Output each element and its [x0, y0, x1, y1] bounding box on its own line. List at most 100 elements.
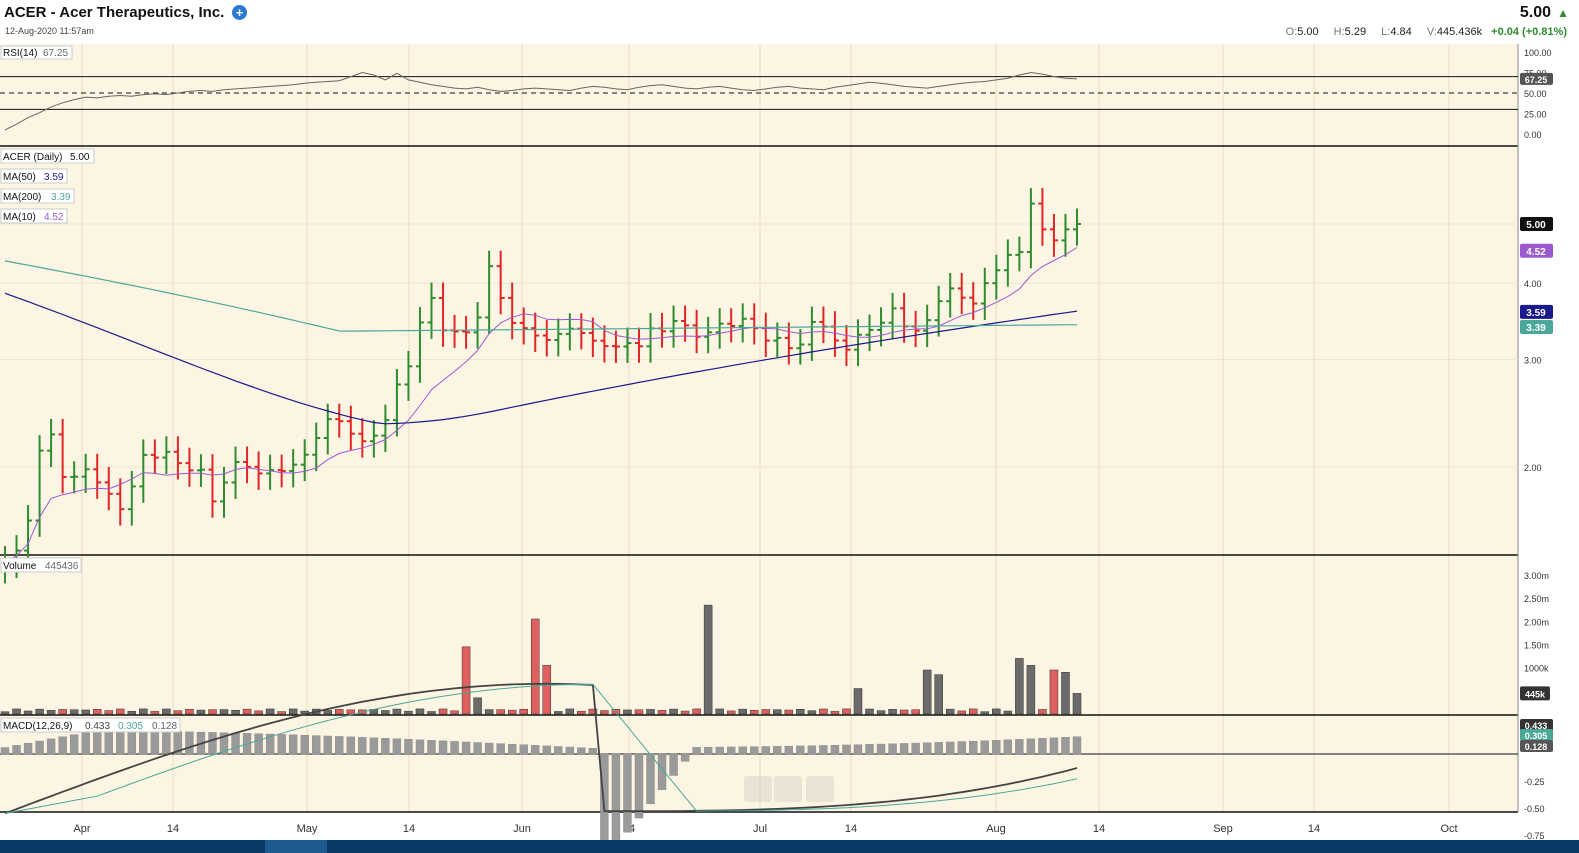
macd-hist-bar: [208, 732, 217, 755]
macd-hist-bar: [773, 746, 782, 755]
volume-bar: [1015, 658, 1024, 715]
stock-chart[interactable]: Apr14May14Jun14Jul14Aug14Sep14Oct100.007…: [0, 42, 1579, 840]
macd-marker-label: 0.305: [1525, 731, 1548, 741]
volume-bars: [0, 604, 1082, 715]
volume-bar: [277, 711, 286, 715]
volume-bar: [1003, 710, 1013, 715]
chart-header: ACER - Acer Therapeutics, Inc. + 12-Aug-…: [0, 0, 1579, 42]
volume-bar: [346, 709, 356, 715]
macd-hist-bar: [473, 742, 482, 755]
indicator-value: 3.59: [44, 172, 64, 183]
volume-bar: [899, 709, 909, 715]
macd-hist-bar: [969, 740, 978, 755]
volume-bar: [450, 710, 459, 715]
macd-histogram: [0, 730, 1082, 840]
macd-hist-bar: [957, 741, 966, 755]
volume-bar: [1049, 669, 1059, 715]
volume-tick-label: 2.50m: [1524, 594, 1549, 604]
price-marker: [1520, 304, 1553, 319]
volume-bar: [196, 709, 206, 715]
x-tick-label: Jun: [513, 823, 531, 835]
volume-bar: [577, 710, 586, 715]
indicator-name: MA(10): [3, 212, 36, 223]
indicator-value: 3.39: [51, 192, 71, 203]
macd-hist-bar: [922, 742, 932, 755]
macd-hist-bar: [577, 747, 586, 755]
macd-value: 0.433: [85, 721, 110, 732]
volume-tick-label: 1000k: [1524, 664, 1549, 674]
price-marker: [1520, 243, 1553, 258]
volume-bar: [830, 711, 840, 715]
volume-bar: [254, 710, 263, 715]
macd-hist-bar: [531, 745, 540, 755]
macd-hist-bar: [46, 738, 56, 755]
macd-hist-bar: [496, 743, 505, 755]
price-tick-label: 2.00: [1524, 463, 1542, 473]
macd-hist-bar: [12, 745, 21, 755]
macd-hist-bar: [1038, 738, 1047, 755]
indicator-value: 4.52: [44, 212, 64, 223]
volume-bar: [1072, 693, 1082, 715]
macd-hist-bar: [623, 753, 632, 833]
x-tick-label: Jul: [753, 823, 767, 835]
macd-marker: [1520, 729, 1553, 741]
volume-bar: [104, 710, 113, 715]
indicator-label-box: [0, 208, 68, 224]
macd-hist-bar: [254, 733, 263, 755]
volume-bar: [519, 708, 528, 715]
timestamp: 12-Aug-2020 11:57am: [5, 26, 94, 36]
x-tick-label: May: [297, 823, 318, 835]
add-to-watchlist-icon[interactable]: +: [232, 5, 247, 20]
rsi-tick-label: 0.00: [1524, 130, 1542, 140]
macd-hist-bar: [358, 737, 367, 755]
price-last-label: 5.00: [70, 152, 90, 163]
macd-label-box: [0, 717, 181, 733]
volume-bar: [58, 709, 67, 715]
volume-bar: [657, 710, 667, 715]
macd-hist-bar: [1049, 737, 1059, 755]
macd-hist-bar: [992, 740, 1001, 755]
macd-hist-bar: [427, 740, 436, 755]
macd-hist-bar: [715, 746, 724, 755]
volume-bar: [1038, 709, 1047, 715]
volume-bar: [127, 711, 137, 715]
price-tick-label: 4.00: [1524, 279, 1542, 289]
macd-hist-bar: [842, 744, 851, 755]
volume-bar: [623, 709, 632, 715]
volume-bar: [162, 708, 171, 715]
macd-hist-bar: [312, 735, 321, 755]
macd-signal-line: [4, 683, 1078, 814]
x-tick-label: Aug: [986, 823, 1006, 835]
macd-hist-bar: [738, 746, 747, 755]
macd-hist-bar: [796, 745, 805, 755]
macd-hist-bar: [381, 738, 390, 755]
footer-tab[interactable]: [265, 840, 327, 853]
macd-hist-bar: [554, 746, 563, 755]
nav-button: [744, 776, 772, 802]
macd-hist-bar: [507, 743, 517, 755]
rsi-line: [4, 71, 1078, 131]
macd-hist-bar: [81, 732, 90, 755]
rsi-tick-label: 50.00: [1524, 89, 1547, 99]
volume-bar: [288, 708, 298, 715]
volume-bar: [565, 708, 575, 715]
symbol-title: ACER - Acer Therapeutics, Inc.: [4, 4, 225, 21]
x-tick-label: Sep: [1213, 823, 1233, 835]
volume-bar: [934, 674, 943, 715]
macd-marker: [1520, 719, 1553, 731]
x-tick-label: 14: [845, 823, 857, 835]
macd-hist-bar: [830, 744, 840, 755]
macd-hist-bar: [899, 743, 909, 755]
volume-bar: [819, 708, 828, 715]
volume-bar: [865, 708, 874, 715]
macd-hist-bar: [888, 743, 897, 755]
volume-bar: [415, 708, 425, 715]
volume-bar: [980, 711, 990, 715]
indicator-label-box: [0, 188, 75, 204]
price-marker-label: 3.39: [1526, 323, 1546, 334]
indicator-name: MA(200): [3, 192, 41, 203]
volume-bar: [208, 709, 217, 715]
macd-hist-bar: [450, 741, 459, 755]
ma200-line: [4, 260, 1078, 332]
macd-hist-bar: [519, 744, 528, 755]
